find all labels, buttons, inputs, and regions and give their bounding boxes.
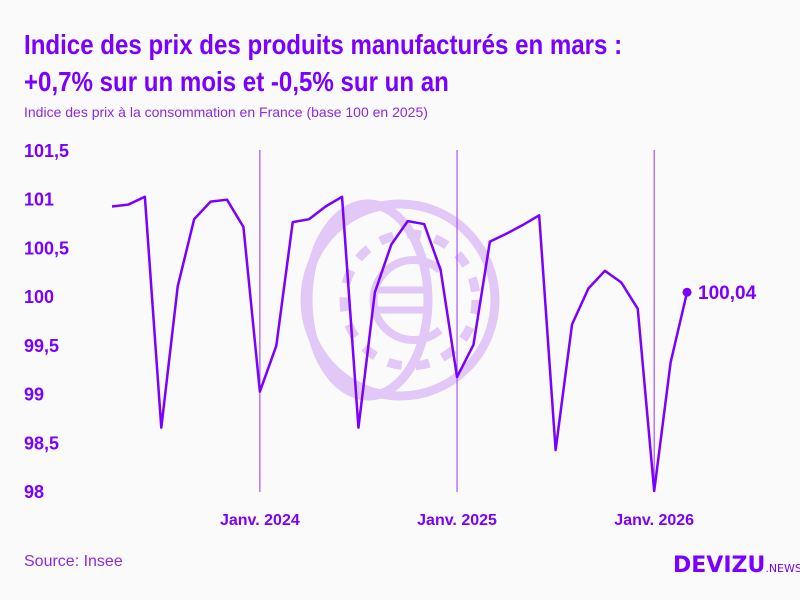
y-tick-label: 99,5: [24, 336, 59, 356]
last-value-label: 100,04: [698, 283, 757, 304]
y-tick-label: 98: [24, 482, 44, 502]
chart-subtitle: Indice des prix à la consommation en Fra…: [24, 104, 428, 120]
y-tick-label: 101,5: [24, 141, 69, 161]
devizu-logo: DEVIZU.NEWS: [673, 553, 800, 578]
euro-coin-icon: [300, 199, 500, 401]
source-note: Source: Insee: [24, 553, 123, 570]
data-point: [682, 287, 692, 297]
y-tick-label: 100: [24, 287, 54, 307]
x-tick-label: Janv. 2024: [220, 512, 300, 529]
title-line-2: +0,7% sur un mois et -0,5% sur un an: [24, 66, 449, 97]
chart-title: Indice des prix des produits manufacturé…: [24, 26, 622, 100]
logo-main: DEVIZU: [673, 553, 766, 578]
series-line: [111, 195, 689, 493]
y-tick-label: 98,5: [24, 433, 59, 453]
y-tick-label: 100,5: [24, 238, 69, 258]
y-tick-label: 101: [24, 190, 54, 210]
logo-suffix: .NEWS: [765, 562, 800, 575]
y-tick-label: 99: [24, 385, 44, 405]
title-line-1: Indice des prix des produits manufacturé…: [24, 29, 623, 60]
x-tick-label: Janv. 2025: [417, 512, 497, 529]
x-tick-label: Janv. 2026: [614, 512, 694, 529]
